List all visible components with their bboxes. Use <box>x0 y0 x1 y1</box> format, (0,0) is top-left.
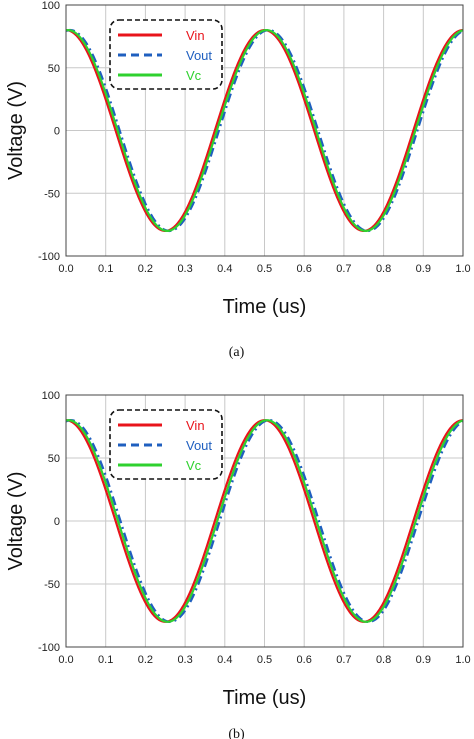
x-tick-label: 0.6 <box>297 263 312 275</box>
y-tick-label: -100 <box>38 251 60 263</box>
y-axis-label: Voltage (V) <box>5 472 27 571</box>
y-tick-label: 50 <box>48 63 60 75</box>
x-tick-label: 0.7 <box>336 654 351 666</box>
x-axis-label: Time (us) <box>223 296 307 318</box>
plot-frame <box>65 394 464 648</box>
x-tick-label: 1.0 <box>455 654 470 666</box>
x-tick-label: 0.5 <box>257 263 272 275</box>
panel-caption: (a) <box>229 345 245 360</box>
x-tick-label: 0.6 <box>297 654 312 666</box>
legend-label-vin: Vin <box>186 28 205 43</box>
y-tick-label: -100 <box>38 642 60 654</box>
legend-label-vin: Vin <box>186 418 205 433</box>
x-tick-label: 0.3 <box>177 263 192 275</box>
x-tick-label: 0.2 <box>138 263 153 275</box>
y-tick-label: 50 <box>48 453 60 465</box>
legend-box <box>109 19 223 90</box>
x-tick-label: 0.8 <box>376 263 391 275</box>
y-tick-label: 0 <box>54 126 60 138</box>
x-tick-label: 0.1 <box>98 654 113 666</box>
legend-box <box>109 409 223 480</box>
series-line-vc <box>65 28 464 233</box>
legend-label-vc: Vc <box>186 458 202 473</box>
x-tick-label: 0.0 <box>58 654 73 666</box>
x-tick-label: 0.9 <box>416 654 431 666</box>
x-tick-label: 0.1 <box>98 263 113 275</box>
x-tick-label: 0.7 <box>336 263 351 275</box>
x-axis-label: Time (us) <box>223 687 307 709</box>
y-tick-label: 100 <box>42 390 60 402</box>
x-tick-label: 0.4 <box>217 263 232 275</box>
series-line-vc <box>65 419 464 623</box>
x-tick-label: 0.0 <box>58 263 73 275</box>
plot-frame <box>65 4 464 257</box>
y-tick-label: -50 <box>44 188 60 200</box>
y-axis-label: Voltage (V) <box>5 81 27 180</box>
panel-caption: (b) <box>228 727 245 739</box>
x-tick-label: 0.4 <box>217 654 232 666</box>
legend-label-vout: Vout <box>186 48 212 63</box>
legend-label-vc: Vc <box>186 68 202 83</box>
x-tick-label: 0.9 <box>416 263 431 275</box>
x-tick-label: 0.5 <box>257 654 272 666</box>
x-tick-label: 1.0 <box>455 263 470 275</box>
x-tick-label: 0.3 <box>177 654 192 666</box>
x-tick-label: 0.8 <box>376 654 391 666</box>
y-tick-label: 0 <box>54 516 60 528</box>
y-tick-label: -50 <box>44 579 60 591</box>
legend-label-vout: Vout <box>186 438 212 453</box>
y-tick-label: 100 <box>42 0 60 12</box>
x-tick-label: 0.2 <box>138 654 153 666</box>
